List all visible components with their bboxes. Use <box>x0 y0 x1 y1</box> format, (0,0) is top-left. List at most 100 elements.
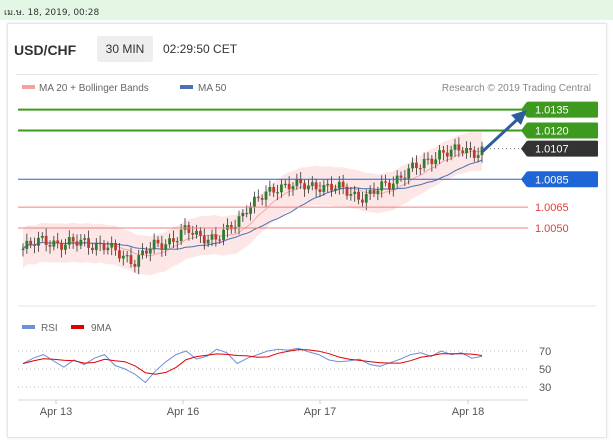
candle-body <box>330 183 333 191</box>
candle-body <box>91 247 94 251</box>
candle-body <box>79 239 83 246</box>
level-label-0: 1.0135 <box>535 105 569 117</box>
candle-body <box>307 185 310 190</box>
bands-legend-swatch <box>22 85 35 89</box>
candle-body <box>206 239 210 244</box>
candle-body <box>102 243 106 251</box>
candle-body <box>237 216 241 227</box>
timestamp-text: เม.ษ. 18, 2019, 00:28 <box>4 8 100 18</box>
candle-body <box>33 244 36 246</box>
level-tag-0 <box>527 101 598 118</box>
candle-body <box>299 179 303 184</box>
price-levels: 1.0135 1.0120 1.0107 1.0085 1.0065 1.0050 <box>18 101 598 235</box>
candle-body <box>141 250 144 256</box>
candle-body <box>438 150 441 160</box>
candle-body <box>465 147 468 154</box>
candle-body <box>226 225 229 230</box>
candle-body <box>175 241 179 243</box>
rsi-tick-label-70: 70 <box>539 346 551 358</box>
x-tick-label: Apr 18 <box>452 406 484 418</box>
candle-body <box>121 255 125 259</box>
candle-body <box>110 242 114 248</box>
candle-body <box>37 237 40 246</box>
candle-body <box>44 235 48 245</box>
candle-body <box>411 162 414 169</box>
level-label-4: 1.0065 <box>535 202 569 214</box>
candle-body <box>29 240 33 245</box>
rsi-tick-label-30: 30 <box>539 382 551 394</box>
candle-body <box>152 239 156 249</box>
candle-body <box>40 235 44 238</box>
candle-body <box>114 242 117 251</box>
chart-card: USD/CHF 30 MIN 02:29:50 CET MA 20 + Boll… <box>7 23 607 438</box>
level-tag-1 <box>527 122 598 139</box>
candle-body <box>449 149 453 157</box>
header-divider <box>16 74 598 75</box>
candle-body <box>172 238 175 242</box>
candle-body <box>106 247 110 251</box>
candle-body <box>245 212 249 215</box>
candle-body <box>276 192 279 194</box>
candle-body <box>461 150 465 154</box>
level-tag-pointer-1 <box>521 122 527 139</box>
candle-body <box>310 182 314 186</box>
candle-body <box>272 187 276 193</box>
candle-body <box>137 255 141 267</box>
chart-time: 02:29:50 CET <box>163 42 238 56</box>
ma50-legend-swatch <box>180 85 193 89</box>
rsi-tick-label-50: 50 <box>539 364 551 376</box>
candle-body <box>210 234 214 240</box>
candle-body <box>64 244 67 250</box>
candle-body <box>384 181 387 183</box>
candle-body <box>376 190 380 194</box>
candle-body <box>191 232 195 235</box>
candle-body <box>349 194 353 196</box>
candle-body <box>268 187 272 192</box>
candle-body <box>434 159 438 165</box>
candle-body <box>256 196 260 199</box>
candle-body <box>183 225 187 230</box>
candle-body <box>253 196 256 207</box>
candle-body <box>472 150 476 158</box>
candle-body <box>476 155 480 158</box>
candle-body <box>179 229 183 242</box>
candle-body <box>303 183 306 190</box>
candle-body <box>118 250 121 259</box>
candle-body <box>295 179 299 187</box>
candle-body <box>129 255 133 264</box>
candle-body <box>422 159 426 168</box>
candle-body <box>372 190 376 194</box>
candle-body <box>457 144 461 151</box>
rsi-ma-legend-label: 9MA <box>91 323 112 334</box>
rsi-ma-line <box>22 349 483 375</box>
price-chart: MA 20 + Bollinger Bands MA 50 Research ©… <box>18 83 598 418</box>
x-tick-label: Apr 13 <box>40 406 72 418</box>
rsi-legend-swatch <box>22 325 35 329</box>
candle-body <box>145 250 148 254</box>
candle-body <box>453 144 457 150</box>
candle-body <box>445 152 449 157</box>
candle-body <box>249 206 252 214</box>
candle-body <box>56 240 60 244</box>
candle-body <box>399 175 403 178</box>
level-tag-pointer-2 <box>521 140 527 157</box>
candle-body <box>322 185 326 192</box>
candle-body <box>264 191 268 200</box>
candle-body <box>94 243 98 251</box>
candle-body <box>71 237 75 242</box>
timeframe-badge[interactable]: 30 MIN <box>97 36 153 62</box>
candle-body <box>391 183 395 189</box>
candle-body <box>87 238 90 248</box>
candle-body <box>361 199 364 203</box>
candle-body <box>75 241 79 246</box>
candle-body <box>83 238 87 240</box>
candle-body <box>214 234 218 240</box>
candle-body <box>357 191 360 200</box>
candle-body <box>280 184 283 193</box>
forecast-arrow-head <box>511 110 527 125</box>
candle-body <box>418 167 422 170</box>
candle-body <box>160 243 164 250</box>
rsi-legend-label: RSI <box>41 323 58 334</box>
candle-body <box>364 193 368 203</box>
candle-body <box>21 248 25 251</box>
